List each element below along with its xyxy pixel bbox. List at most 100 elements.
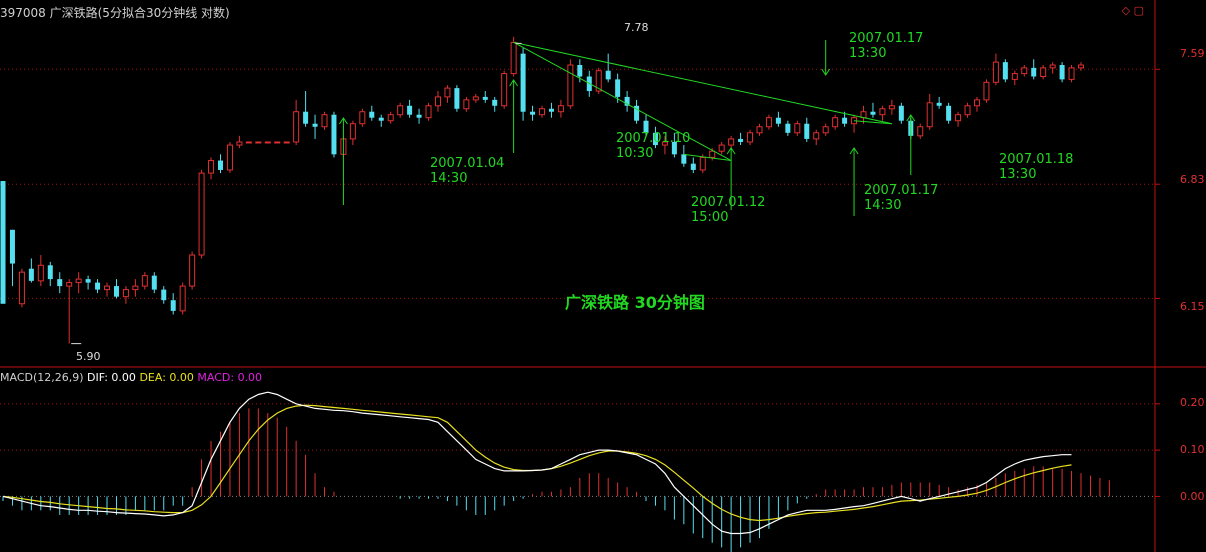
candle-body (122, 289, 129, 298)
candle-body (425, 105, 432, 119)
candle-body (170, 300, 176, 311)
window-controls[interactable]: ◇ ▢ (1122, 4, 1144, 17)
arrowhead (726, 147, 736, 155)
candle-body (898, 105, 904, 121)
window-restore-icon[interactable]: ▢ (1133, 4, 1144, 17)
candle-body (747, 132, 754, 143)
candle-body (1040, 67, 1047, 77)
arrowhead (906, 114, 916, 122)
candle-body (407, 105, 413, 115)
macd-tick-label: 0.20 (1180, 396, 1205, 409)
macd-dea-label: DEA: 0.00 (139, 371, 194, 384)
candle-body (775, 117, 781, 124)
annotation-jan10: 2007.01.10 10:30 (616, 131, 691, 161)
price-tick-label: 6.15 (1180, 300, 1205, 313)
macd-dif-label: DIF: 0.00 (87, 371, 136, 384)
candle-body (605, 70, 611, 80)
candle-body (264, 141, 271, 144)
candle-body (765, 117, 772, 128)
candle-body (690, 163, 696, 170)
candle-body (226, 144, 233, 171)
candle-body (9, 229, 15, 264)
chart-title: 397008 广深铁路(5分拟合30分钟线 对数) (0, 6, 230, 20)
candle-body (634, 105, 640, 121)
candle-body (756, 126, 763, 134)
candle-body (832, 117, 839, 128)
candle-body (510, 41, 517, 75)
candle-body (1068, 67, 1075, 80)
candle-body (179, 285, 186, 312)
candle-body (992, 61, 999, 83)
price-series (0, 36, 1084, 344)
candle-body (283, 141, 290, 144)
candle-body (785, 123, 791, 133)
candle-body (151, 275, 157, 290)
candle-body (293, 111, 300, 143)
candle-body (349, 123, 356, 140)
arrowhead (683, 153, 732, 162)
price-tick-label: 7.59 (1180, 47, 1205, 60)
candle-body (1049, 64, 1056, 69)
candle-body (66, 282, 73, 287)
candle-body (615, 79, 621, 97)
candle-body (652, 132, 658, 146)
trendline-upper (513, 41, 892, 125)
candle-body (472, 96, 479, 101)
arrowhead (849, 147, 859, 155)
candle-body (738, 138, 744, 142)
candle-body (822, 126, 829, 134)
candle-body (189, 254, 196, 287)
candle-body (699, 156, 706, 171)
candle-body (274, 141, 281, 144)
diamond-icon[interactable]: ◇ (1121, 4, 1131, 17)
candle-body (57, 279, 63, 287)
candle-body (75, 278, 82, 284)
macd-series (2, 391, 1110, 552)
candle-body (95, 282, 101, 290)
candle-body (794, 123, 801, 134)
candle-body (955, 114, 962, 122)
candle-body (303, 111, 309, 124)
candle-body (595, 70, 602, 92)
annotation-jan17-1330: 2007.01.17 13:30 (849, 31, 924, 61)
candle-body (255, 141, 262, 144)
candle-body (397, 105, 404, 116)
candle-body (813, 132, 820, 140)
candle-body (444, 87, 451, 98)
macd-name: MACD(12,26,9) (0, 371, 84, 384)
candle-body (416, 114, 422, 118)
candle-body (643, 120, 649, 133)
trendline-lower (513, 41, 732, 161)
candle-body (709, 150, 716, 158)
candle-body (208, 160, 215, 174)
macd-header: MACD(12,26,9) DIF: 0.00 DEA: 0.00 MACD: … (0, 371, 262, 384)
candle-body (28, 268, 34, 281)
candle-body (369, 111, 375, 118)
candle-body (113, 286, 119, 297)
candle-body (1011, 73, 1018, 80)
annotation-jan12: 2007.01.12 15:00 (691, 195, 766, 225)
candle-body (312, 123, 318, 127)
candle-body (132, 285, 139, 291)
candle-body (387, 114, 394, 122)
candle-body (964, 105, 971, 116)
candle-body (539, 108, 545, 116)
candle-body (842, 117, 848, 124)
candle-body (47, 265, 53, 280)
candle-body (236, 141, 243, 146)
candle-body (804, 123, 810, 139)
macd-tick-label: 0.10 (1180, 443, 1205, 456)
candle-body (1078, 64, 1084, 69)
candle-body (463, 99, 470, 110)
candle-body (1021, 67, 1028, 75)
candle-body (141, 275, 148, 287)
candle-body (1059, 65, 1065, 80)
candle-body (454, 88, 460, 109)
price-grid (0, 68, 1160, 299)
candle-body (983, 81, 990, 101)
candle-body (217, 160, 223, 170)
candle-body (661, 141, 668, 146)
candle-body (879, 108, 886, 116)
